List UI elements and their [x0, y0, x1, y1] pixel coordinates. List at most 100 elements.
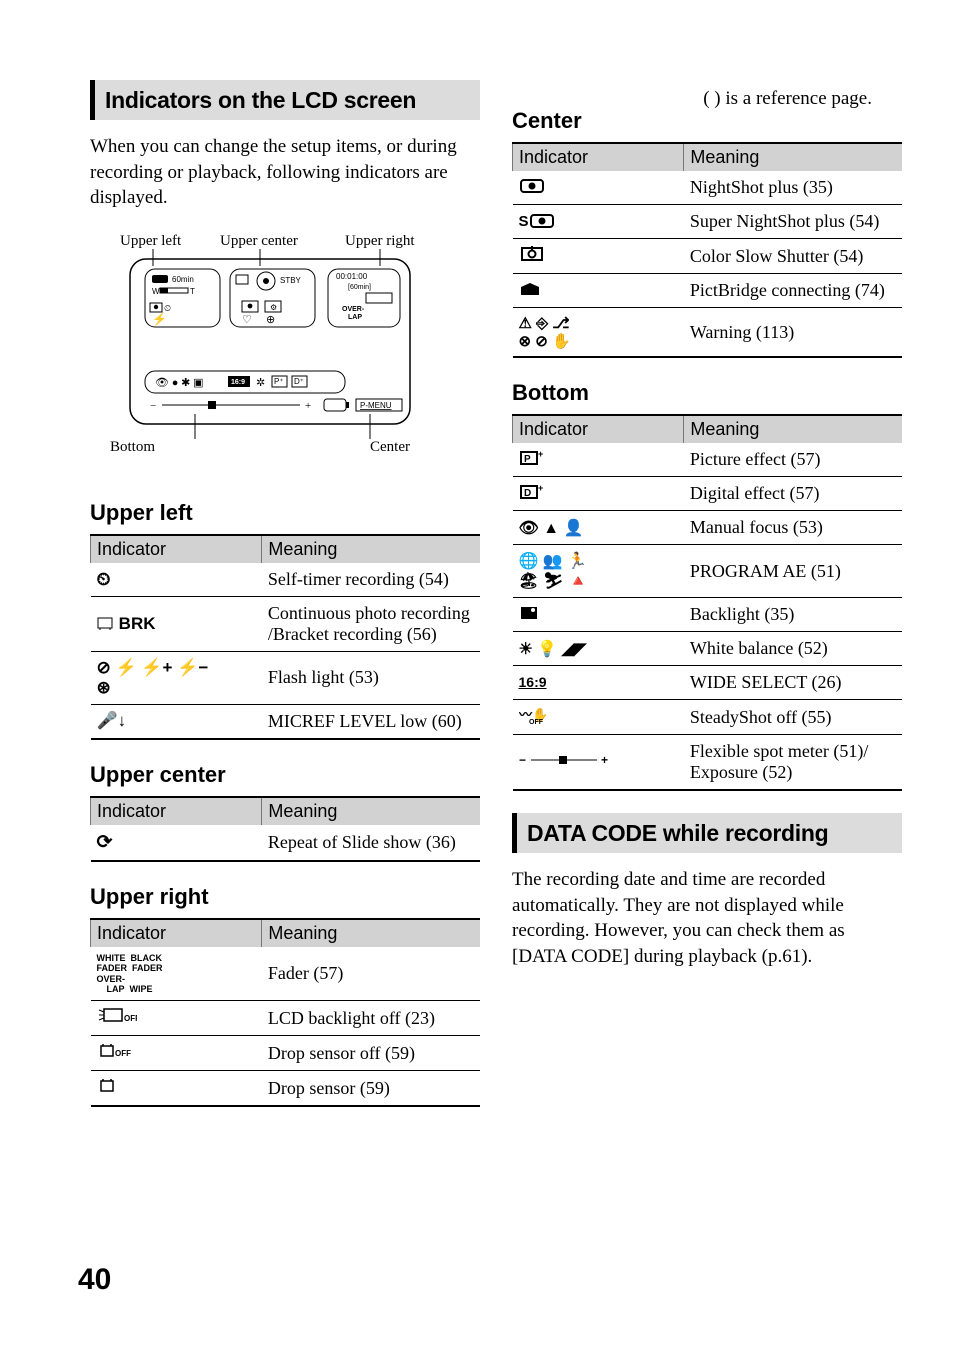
page-number: 40 [78, 1263, 111, 1297]
cell-meaning: SteadyShot off (55) [684, 700, 902, 735]
center-title: Center [512, 108, 902, 134]
th-indicator: Indicator [91, 797, 262, 825]
svg-text:60min: 60min [172, 275, 194, 284]
program-ae-icon: 🌐 👥 🏃🏖 ⛷ 🔺 [513, 545, 684, 598]
drop-icon [91, 1071, 262, 1107]
wb-icon: ☀ 💡 ◢◤ [513, 632, 684, 666]
upper-center-table: Indicator Meaning ⟳ Repeat of Slide show… [90, 796, 480, 862]
svg-text:OFF: OFF [124, 1014, 137, 1023]
svg-text:[60min]: [60min] [348, 284, 371, 291]
datacode-header: DATA CODE while recording [512, 813, 902, 853]
svg-text:⊕: ⊕ [266, 314, 275, 326]
reference-note: ( ) is a reference page. [703, 88, 872, 110]
lcd-off-icon: OFF [91, 1001, 262, 1036]
cell-meaning: Manual focus (53) [684, 511, 902, 545]
th-meaning: Meaning [262, 919, 480, 947]
diagram-label-ul: Upper left [120, 233, 182, 249]
svg-text:LAP: LAP [348, 314, 362, 321]
svg-text:T: T [190, 287, 195, 296]
css-icon [513, 239, 684, 274]
upper-right-table: Indicator Meaning WHITE BLACK FADER FADE… [90, 918, 480, 1107]
intro-text: When you can change the setup items, or … [90, 134, 480, 211]
th-meaning: Meaning [262, 797, 480, 825]
svg-text:♡: ♡ [242, 314, 252, 326]
svg-text:+: + [305, 400, 311, 412]
th-meaning: Meaning [262, 535, 480, 563]
cell-meaning: NightShot plus (35) [684, 171, 902, 205]
cell-meaning: Repeat of Slide show (36) [262, 825, 480, 861]
th-meaning: Meaning [684, 143, 902, 171]
upper-left-table: Indicator Meaning ⏲ Self-timer recording… [90, 534, 480, 740]
svg-text:⚡: ⚡ [152, 312, 167, 326]
pict-effect-icon: P+ [513, 443, 684, 477]
svg-text:+: + [601, 753, 608, 767]
dig-effect-icon: D+ [513, 477, 684, 511]
th-indicator: Indicator [513, 415, 684, 443]
cell-meaning: Self-timer recording (54) [262, 563, 480, 597]
svg-text:P-MENU: P-MENU [360, 401, 392, 410]
exposure-icon: −+ [513, 735, 684, 791]
th-indicator: Indicator [91, 535, 262, 563]
cell-meaning: Continuous photo recording /Bracket reco… [262, 596, 480, 651]
svg-text:P⁺: P⁺ [274, 377, 284, 386]
svg-text:STBY: STBY [280, 276, 302, 285]
cell-meaning: Backlight (35) [684, 598, 902, 632]
th-meaning: Meaning [684, 415, 902, 443]
svg-text:D⁺: D⁺ [294, 377, 304, 386]
lcd-diagram: Upper left Upper center Upper right 60mi… [90, 231, 440, 461]
cell-meaning: Color Slow Shutter (54) [684, 239, 902, 274]
fader-icon: WHITE BLACK FADER FADER OVER- LAP WIPE [91, 947, 262, 1001]
diagram-label-ur: Upper right [345, 233, 415, 249]
self-timer-icon: ⏲ [91, 563, 262, 597]
svg-text:👁 ● ✱ ▣: 👁 ● ✱ ▣ [155, 377, 203, 389]
cell-meaning: WIDE SELECT (26) [684, 666, 902, 700]
cell-meaning: Fader (57) [262, 947, 480, 1001]
diagram-label-center: Center [370, 439, 410, 455]
cell-meaning: Warning (113) [684, 308, 902, 358]
svg-text:−: − [519, 753, 526, 767]
bottom-table: Indicator Meaning P+ Picture effect (57)… [512, 414, 902, 791]
upper-center-title: Upper center [90, 762, 480, 788]
center-table: Indicator Meaning NightShot plus (35) S … [512, 142, 902, 358]
cell-meaning: Flexible spot meter (51)/ Exposure (52) [684, 735, 902, 791]
svg-text:00:01:00: 00:01:00 [336, 272, 368, 281]
upper-left-title: Upper left [90, 500, 480, 526]
cell-meaning: Flash light (53) [262, 651, 480, 704]
cell-meaning: Super NightShot plus (54) [684, 205, 902, 239]
manual-focus-icon: 👁 ▲ 👤 [513, 511, 684, 545]
svg-text:P: P [524, 454, 531, 465]
cell-meaning: MICREF LEVEL low (60) [262, 704, 480, 739]
cell-meaning: Picture effect (57) [684, 443, 902, 477]
svg-text:⚙: ⚙ [270, 303, 277, 312]
brk-icon: BRK [91, 596, 262, 651]
diagram-label-uc: Upper center [220, 233, 298, 249]
th-indicator: Indicator [91, 919, 262, 947]
cell-meaning: PROGRAM AE (51) [684, 545, 902, 598]
datacode-text: The recording date and time are recorded… [512, 867, 902, 970]
drop-off-icon: OFF [91, 1036, 262, 1071]
steadyshot-icon: 〰✋〰OFF [513, 700, 684, 735]
svg-text:16:9: 16:9 [231, 379, 245, 386]
cell-meaning: Drop sensor (59) [262, 1071, 480, 1107]
diagram-label-bottom: Bottom [110, 439, 155, 455]
bottom-title: Bottom [512, 380, 902, 406]
cell-meaning: LCD backlight off (23) [262, 1001, 480, 1036]
flash-icon: ⊘ ⚡ ⚡+ ⚡−⊛ [91, 651, 262, 704]
svg-text:✲: ✲ [256, 377, 265, 389]
micref-icon: 🎤↓ [91, 704, 262, 739]
svg-text:+: + [538, 450, 543, 459]
warning-icon: ⚠ ⎆ ⎇⊗ ⊘ ✋ [513, 308, 684, 358]
svg-text:OFF: OFF [115, 1049, 131, 1058]
svg-text:OFF: OFF [529, 719, 544, 724]
svg-text:D: D [524, 488, 531, 499]
cell-meaning: Digital effect (57) [684, 477, 902, 511]
nightshot-icon [513, 171, 684, 205]
svg-text:OVER-: OVER- [342, 306, 365, 313]
svg-text:+: + [538, 484, 543, 493]
svg-text:W: W [152, 287, 160, 296]
cell-meaning: Drop sensor off (59) [262, 1036, 480, 1071]
pictbridge-icon [513, 274, 684, 308]
th-indicator: Indicator [513, 143, 684, 171]
backlight-icon [513, 598, 684, 632]
cell-meaning: PictBridge connecting (74) [684, 274, 902, 308]
